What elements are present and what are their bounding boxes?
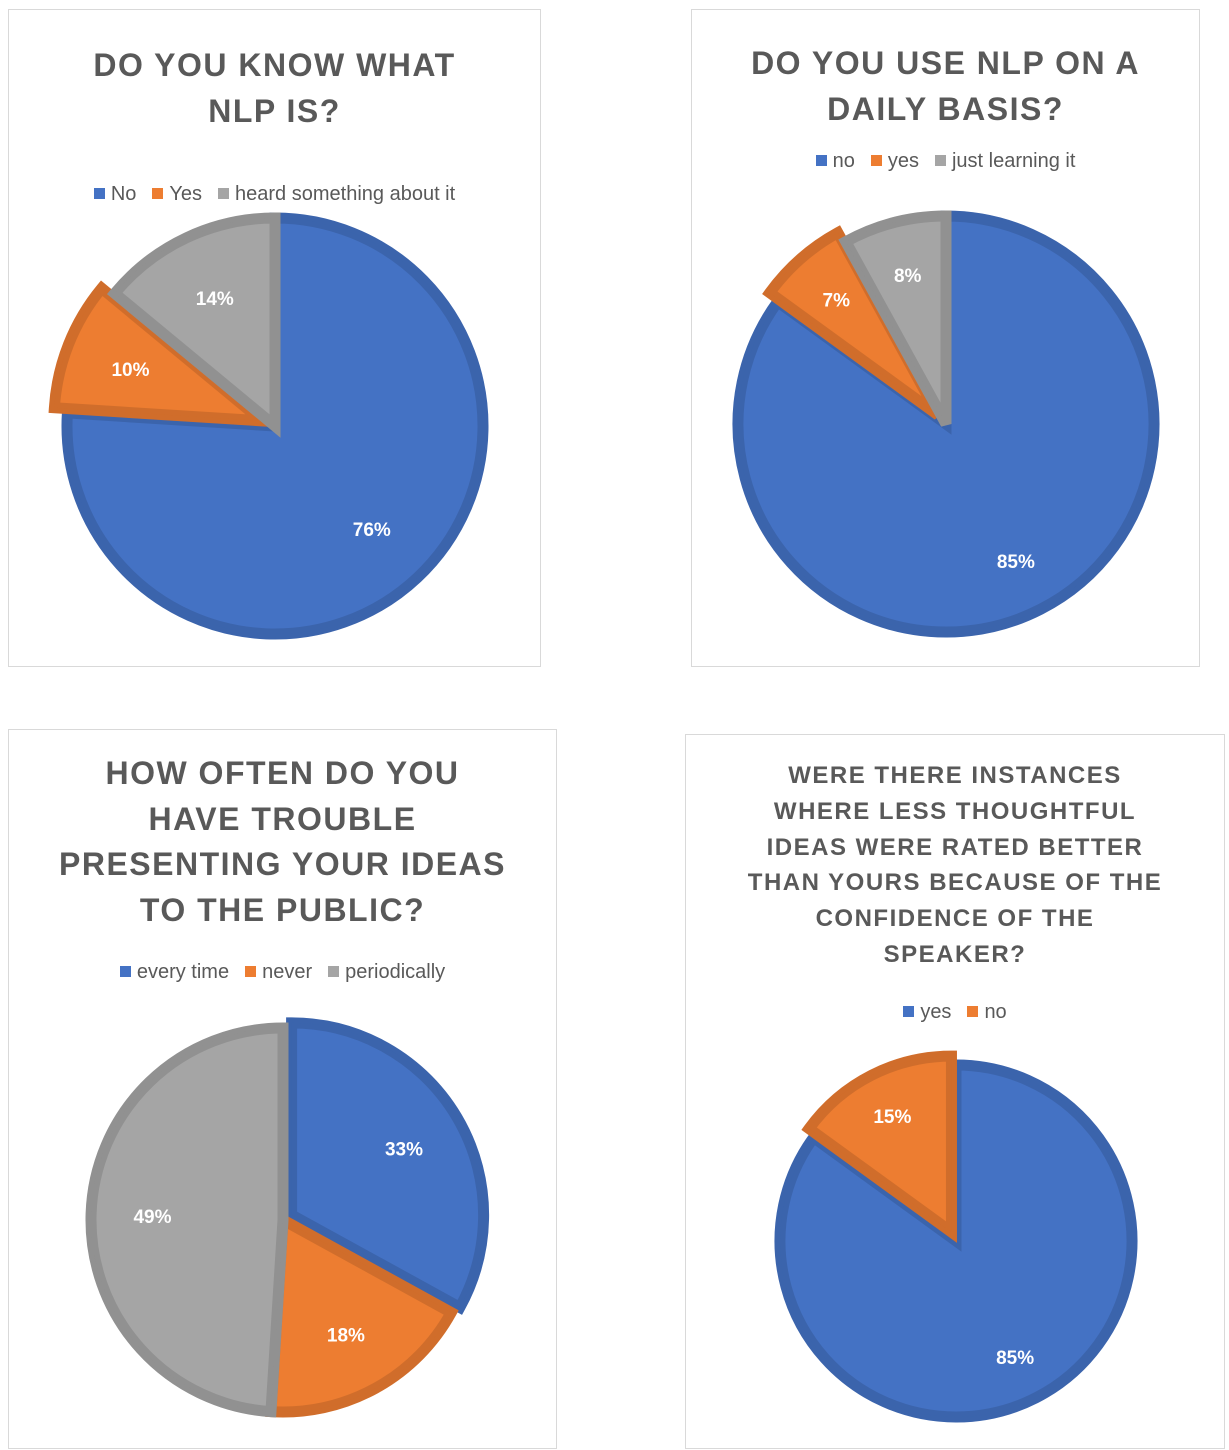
legend-swatch bbox=[934, 155, 946, 166]
pie-slice-border bbox=[106, 212, 281, 438]
legend-item-heard-something-about-it: heard something about it bbox=[218, 183, 455, 206]
legend-item-never: never bbox=[245, 961, 312, 984]
legend-item-no: no bbox=[967, 1001, 1007, 1024]
chart-panel-presenting-trouble: HOW OFTEN DO YOU HAVE TROUBLE PRESENTING… bbox=[8, 729, 557, 1449]
legend-item-just-learning-it: just learning it bbox=[934, 150, 1076, 173]
data-label-yes: 7% bbox=[823, 291, 851, 312]
chart-title: DO YOU KNOW WHAT NLP IS? bbox=[93, 47, 456, 129]
pie-chart: 76% 10% 14% bbox=[48, 212, 489, 640]
pie-slice-border bbox=[838, 210, 952, 427]
legend-label: yes bbox=[920, 1001, 952, 1023]
pie-slice-border bbox=[85, 1022, 289, 1418]
pie-chart: 33% 18% 49% bbox=[85, 1017, 490, 1418]
data-label-no: 76% bbox=[353, 520, 391, 541]
legend-swatch bbox=[903, 1006, 915, 1017]
legend-swatch bbox=[152, 188, 164, 199]
chart-legend: No Yes heard something about it bbox=[9, 183, 540, 206]
legend-item-yes: Yes bbox=[152, 183, 202, 206]
legend-item-every-time: every time bbox=[119, 961, 230, 984]
data-label-yes: 85% bbox=[996, 1348, 1034, 1369]
chart-title: DO YOU USE NLP ON A DAILY BASIS? bbox=[751, 45, 1140, 127]
legend-item-periodically: periodically bbox=[328, 961, 445, 984]
chart-title: HOW OFTEN DO YOU HAVE TROUBLE PRESENTING… bbox=[59, 755, 506, 928]
pie-chart: 85% 7% 8% bbox=[732, 210, 1160, 638]
legend-item-no: No bbox=[93, 183, 137, 206]
legend-label: periodically bbox=[345, 961, 446, 983]
legend-item-yes: yes bbox=[903, 1001, 951, 1024]
legend-swatch bbox=[328, 966, 340, 977]
data-label-periodically: 49% bbox=[133, 1207, 171, 1228]
pie-slice-border bbox=[762, 225, 943, 420]
legend-swatch bbox=[815, 155, 827, 166]
legend-label: heard something about it bbox=[235, 183, 456, 205]
pie-slice-border bbox=[48, 280, 279, 428]
legend-label: no bbox=[832, 150, 855, 172]
chart-panel-confidence: WERE THERE INSTANCES WHERE LESS THOUGHTF… bbox=[685, 734, 1225, 1449]
legend-swatch bbox=[967, 1006, 979, 1017]
data-label-every-time: 33% bbox=[385, 1139, 423, 1160]
legend-item-yes: yes bbox=[870, 150, 919, 173]
pie-slice-border bbox=[61, 212, 489, 640]
chart-panel-daily-nlp: DO YOU USE NLP ON A DAILY BASIS? no yes ju… bbox=[691, 9, 1200, 667]
chart-legend: no yes just learning it bbox=[692, 150, 1199, 173]
legend-label: Yes bbox=[169, 183, 203, 205]
legend-label: every time bbox=[136, 961, 230, 983]
chart-legend: yes no bbox=[686, 1001, 1224, 1024]
chart-legend: every time never periodically bbox=[9, 961, 556, 984]
pie-slice-border bbox=[286, 1017, 490, 1315]
legend-swatch bbox=[245, 966, 257, 977]
legend-label: never bbox=[262, 961, 313, 983]
legend-swatch bbox=[218, 188, 230, 199]
chart-panel-know-nlp: DO YOU KNOW WHAT NLP IS? No Yes heard some… bbox=[8, 9, 541, 667]
data-label-heard-something-about-it: 14% bbox=[196, 289, 234, 310]
legend-label: no bbox=[984, 1001, 1007, 1023]
chart-title: WERE THERE INSTANCES WHERE LESS THOUGHTF… bbox=[747, 762, 1163, 968]
data-label-no: 85% bbox=[997, 552, 1035, 573]
legend-swatch bbox=[870, 155, 882, 166]
legend-label: yes bbox=[887, 150, 919, 172]
data-label-no: 15% bbox=[873, 1107, 911, 1128]
legend-item-no: no bbox=[815, 150, 855, 173]
pie-chart: 85% 15% bbox=[774, 1050, 1138, 1423]
pie-slice-border bbox=[774, 1059, 1138, 1423]
data-label-yes: 10% bbox=[111, 360, 149, 381]
pie-slice-border bbox=[801, 1050, 957, 1243]
legend-swatch bbox=[119, 966, 131, 977]
legend-swatch bbox=[93, 188, 105, 199]
data-label-just-learning-it: 8% bbox=[894, 266, 922, 287]
legend-label: just learning it bbox=[951, 150, 1076, 172]
legend-label: No bbox=[110, 183, 137, 205]
pie-slice-border bbox=[265, 1211, 459, 1418]
data-label-never: 18% bbox=[327, 1325, 365, 1346]
